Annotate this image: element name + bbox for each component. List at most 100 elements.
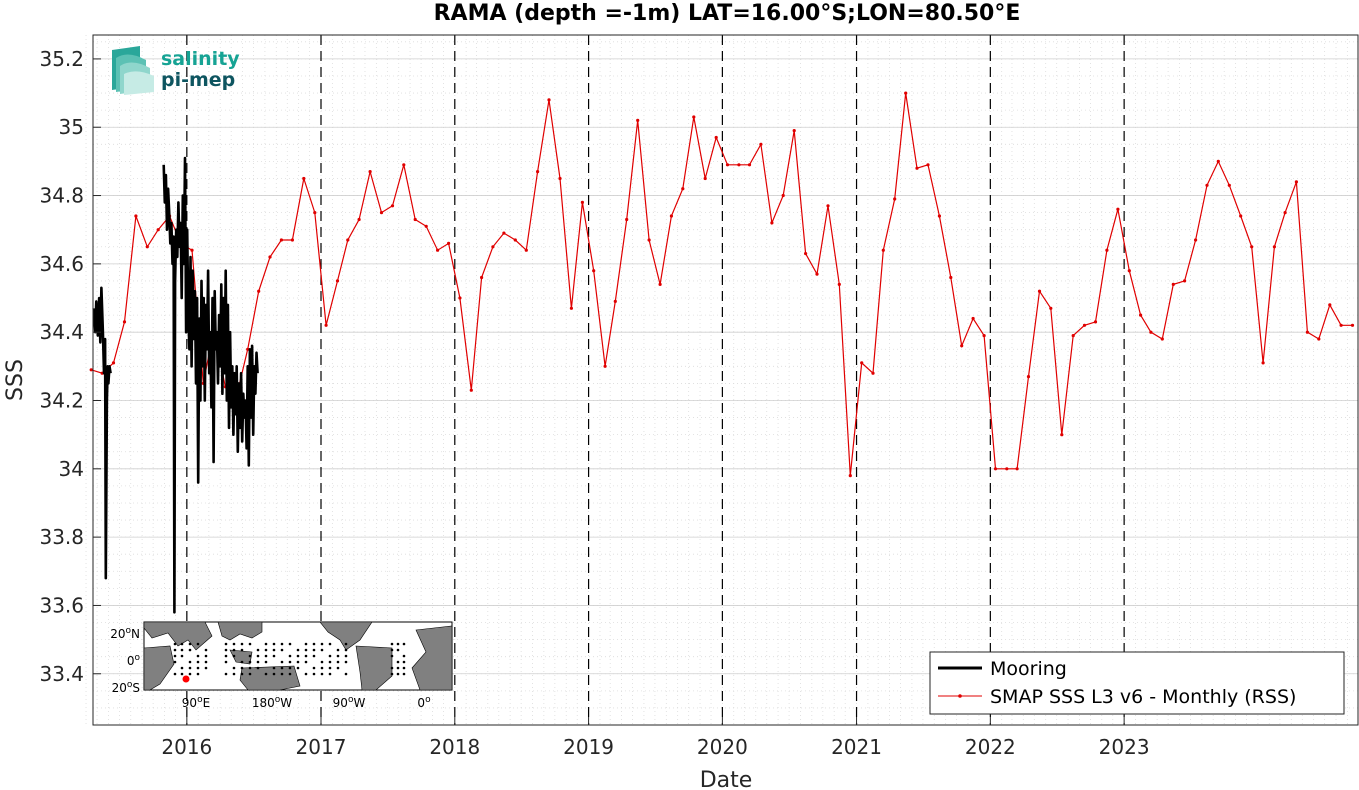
map-station-dot bbox=[180, 672, 184, 676]
map-station-dot bbox=[256, 648, 260, 652]
map-station-dot bbox=[304, 642, 308, 646]
map-station-dot bbox=[188, 672, 192, 676]
data-point-smap bbox=[424, 224, 428, 228]
data-point-smap bbox=[1317, 337, 1321, 341]
map-station-dot bbox=[248, 672, 252, 676]
map-station-dot bbox=[396, 648, 400, 652]
map-station-dot bbox=[344, 672, 348, 676]
data-point-smap bbox=[926, 163, 930, 167]
data-point-smap bbox=[480, 275, 484, 280]
data-point-smap bbox=[1250, 245, 1254, 249]
map-station-dot bbox=[280, 672, 284, 676]
map-station-dot bbox=[344, 654, 348, 658]
data-point-smap bbox=[848, 474, 852, 478]
map-station-dot bbox=[344, 648, 348, 652]
map-station-dot bbox=[312, 642, 316, 646]
data-point-smap bbox=[279, 238, 283, 242]
y-tick-label: 34.6 bbox=[39, 252, 84, 276]
map-station-dot bbox=[180, 666, 184, 670]
data-point-smap bbox=[1037, 289, 1042, 293]
map-station-dot bbox=[224, 654, 228, 658]
map-station-dot bbox=[328, 660, 332, 664]
map-station-dot bbox=[336, 660, 340, 664]
data-point-smap bbox=[447, 241, 451, 245]
data-point-smap bbox=[603, 364, 607, 368]
map-lon-label: 90oE bbox=[182, 695, 210, 710]
chart-title: RAMA (depth =-1m) LAT=16.00°S;LON=80.50°… bbox=[434, 1, 1021, 26]
map-station-dot bbox=[196, 672, 200, 676]
map-station-dot bbox=[248, 654, 252, 658]
series-line-mooring bbox=[92, 286, 112, 580]
map-station-dot bbox=[336, 654, 340, 658]
x-axis-label: Date bbox=[700, 768, 753, 790]
data-point-smap bbox=[436, 248, 440, 252]
map-station-dot bbox=[328, 672, 332, 676]
map-station-dot bbox=[390, 654, 394, 658]
data-point-smap bbox=[960, 344, 964, 348]
map-station-dot bbox=[272, 654, 276, 658]
x-tick-label: 2023 bbox=[1099, 735, 1150, 759]
data-point-smap bbox=[625, 217, 629, 222]
data-point-smap bbox=[558, 176, 562, 181]
data-point-smap bbox=[1127, 269, 1131, 273]
data-point-smap bbox=[1093, 320, 1098, 324]
legend-box bbox=[929, 651, 1345, 715]
data-point-smap bbox=[1261, 361, 1265, 365]
map-station-dot bbox=[240, 660, 244, 664]
data-point-smap bbox=[1171, 282, 1175, 286]
series-line-mooring bbox=[162, 156, 259, 614]
data-point-smap bbox=[781, 193, 785, 198]
y-axis-label: SSS bbox=[3, 359, 28, 401]
data-point-smap bbox=[1015, 467, 1019, 471]
data-point-smap bbox=[681, 187, 685, 191]
map-station-dot bbox=[344, 660, 348, 664]
map-station-dot bbox=[312, 654, 316, 658]
y-tick-label: 35 bbox=[59, 115, 84, 139]
y-axis-ticks: 33.4 33.6 33.8 34 34.2 34.4 34.6 34.8 35 35.2 bbox=[39, 47, 101, 686]
data-point-smap bbox=[190, 248, 194, 252]
data-point-smap bbox=[714, 135, 718, 140]
logo-icon bbox=[112, 46, 154, 95]
data-point-smap bbox=[658, 282, 662, 286]
y-tick-label: 33.4 bbox=[39, 662, 84, 686]
map-station-dot bbox=[402, 642, 406, 646]
data-point-smap bbox=[569, 306, 574, 310]
data-point-smap bbox=[469, 388, 473, 392]
data-point-smap bbox=[324, 323, 328, 327]
data-point-smap bbox=[636, 118, 640, 122]
data-point-smap bbox=[737, 163, 741, 167]
data-point-smap bbox=[89, 368, 93, 372]
data-point-smap bbox=[547, 98, 551, 102]
plot-frame bbox=[92, 34, 1359, 726]
map-station-dot bbox=[304, 648, 308, 652]
map-station-dot bbox=[196, 654, 200, 658]
map-station-dot bbox=[304, 654, 308, 658]
map-station-dot bbox=[296, 660, 300, 664]
map-station-dot bbox=[248, 666, 252, 670]
map-lon-label: 90oW bbox=[333, 695, 366, 710]
map-lat-label: 20oS bbox=[112, 680, 140, 695]
map-lon-label: 0o bbox=[417, 695, 431, 710]
map-station-dot bbox=[204, 654, 208, 658]
map-station-dot bbox=[188, 660, 192, 664]
data-point-smap bbox=[669, 214, 674, 218]
data-point-smap bbox=[1082, 323, 1087, 327]
map-station-dot bbox=[320, 660, 324, 664]
data-point-smap bbox=[122, 320, 127, 324]
data-point-smap bbox=[1294, 180, 1298, 184]
map-station-dot bbox=[256, 654, 260, 658]
map-station-dot bbox=[256, 660, 260, 664]
map-station-dot bbox=[312, 648, 316, 652]
x-tick-label: 2016 bbox=[161, 735, 212, 759]
data-point-smap bbox=[268, 255, 272, 259]
data-point-smap bbox=[1160, 337, 1164, 341]
map-lat-labels: 20oN 0o 20oS bbox=[110, 626, 140, 695]
map-station-dot bbox=[173, 660, 177, 664]
map-station-dot bbox=[402, 672, 406, 676]
data-point-smap bbox=[1216, 159, 1220, 163]
map-station-dot bbox=[328, 654, 332, 658]
map-station-dot bbox=[248, 642, 252, 646]
x-tick-label: 2020 bbox=[697, 735, 748, 759]
map-station-dot bbox=[396, 642, 400, 646]
data-point-smap bbox=[1350, 323, 1355, 327]
